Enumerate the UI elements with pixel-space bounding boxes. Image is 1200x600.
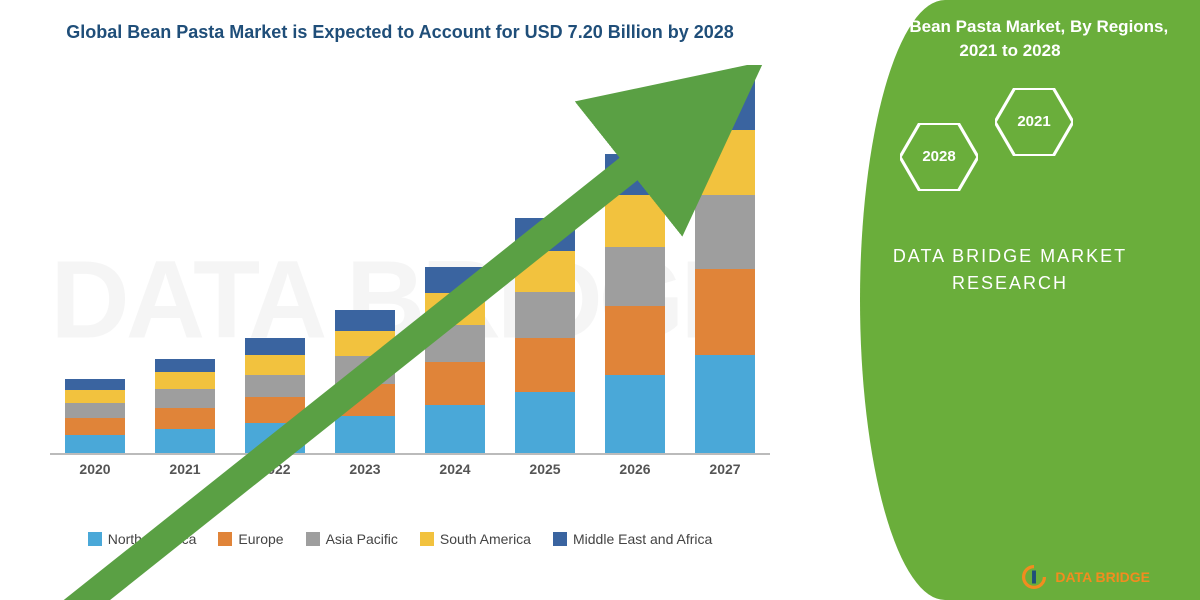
bar-segment [425,362,485,405]
bar-segment [245,397,305,423]
legend-label: Middle East and Africa [573,531,712,547]
bar-segment [605,306,665,375]
bar-segment [695,79,755,130]
bar-group: 2025 [515,218,575,453]
bar-segment [335,416,395,453]
bar-segment [245,375,305,397]
bar-segment [515,292,575,338]
bar-category-label: 2023 [335,461,395,477]
hex-2028-label: 2028 [922,148,955,165]
legend-item: South America [420,531,531,547]
bar-segment [695,195,755,269]
legend: North America Europe Asia Pacific South Ame… [20,531,780,547]
legend-swatch [553,532,567,546]
bar-segment [155,429,215,453]
bar-segment [65,403,125,418]
bar-segment [425,325,485,362]
bar-group: 2027 [695,79,755,453]
chart-title: Global Bean Pasta Market is Expected to … [20,20,780,45]
legend-label: South America [440,531,531,547]
legend-label: Asia Pacific [326,531,398,547]
bar-segment [335,384,395,417]
bar-segment [425,267,485,293]
footer-logo-line1: DATA BRIDGE [1055,569,1150,585]
hex-badge-2021: 2021 [995,88,1073,156]
bar-segment [155,389,215,408]
bar-segment [515,251,575,292]
right-panel-content: Global Bean Pasta Market, By Regions, 20… [800,0,1200,600]
legend-swatch [306,532,320,546]
bar-segment [695,130,755,195]
legend-label: North America [108,531,197,547]
bar-group: 2023 [335,310,395,453]
right-panel-title: Global Bean Pasta Market, By Regions, 20… [840,15,1180,63]
footer-logo: DATA BRIDGE [1021,564,1150,590]
bar-segment [515,338,575,392]
bar-group: 2020 [65,379,125,453]
bar-category-label: 2027 [695,461,755,477]
bar-category-label: 2024 [425,461,485,477]
hex-badge-group: 2028 2021 [840,83,1180,223]
bar-segment [245,338,305,355]
legend-swatch [88,532,102,546]
bar-segment [605,195,665,247]
infographic-root: DATA BRIDGE Global Bean Pasta Market is … [0,0,1200,600]
bar-group: 2024 [425,267,485,454]
bar-segment [335,331,395,356]
bar-category-label: 2025 [515,461,575,477]
bar-category-label: 2026 [605,461,665,477]
bar-segment [65,379,125,390]
bar-category-label: 2021 [155,461,215,477]
bar-segment [605,154,665,195]
bar-segment [695,355,755,453]
legend-item: Europe [218,531,283,547]
chart-area: 2020 2021 2022 2023 2024 2025 2026 2027 [20,55,780,485]
bar-category-label: 2022 [245,461,305,477]
bar-segment [515,392,575,453]
bar-group: 2022 [245,338,305,453]
legend-item: North America [88,531,197,547]
bars-container: 2020 2021 2022 2023 2024 2025 2026 2027 [50,65,770,455]
legend-item: Middle East and Africa [553,531,712,547]
bar-category-label: 2020 [65,461,125,477]
hex-badge-2028: 2028 [900,123,978,191]
bar-segment [155,372,215,389]
bar-segment [155,408,215,429]
footer-logo-text: DATA BRIDGE [1055,569,1150,585]
legend-swatch [218,532,232,546]
bar-segment [605,375,665,453]
legend-item: Asia Pacific [306,531,398,547]
footer-logo-icon [1021,564,1047,590]
brand-line2: RESEARCH [840,270,1180,297]
bar-segment [425,405,485,453]
bar-segment [335,310,395,330]
bar-segment [245,423,305,453]
legend-label: Europe [238,531,283,547]
bar-segment [65,390,125,403]
bar-segment [155,359,215,373]
brand-line1: DATA BRIDGE MARKET [840,243,1180,270]
bar-segment [425,293,485,326]
right-panel: Global Bean Pasta Market, By Regions, 20… [800,0,1200,600]
bar-segment [65,418,125,435]
bar-segment [695,269,755,354]
bar-segment [515,218,575,251]
bar-group: 2021 [155,359,215,454]
bar-segment [65,435,125,454]
bar-segment [335,356,395,384]
chart-panel: DATA BRIDGE Global Bean Pasta Market is … [0,0,800,600]
legend-swatch [420,532,434,546]
brand-text: DATA BRIDGE MARKET RESEARCH [840,243,1180,297]
bar-segment [605,247,665,306]
bar-group: 2026 [605,154,665,453]
bar-segment [245,355,305,375]
hex-2021-label: 2021 [1017,113,1050,130]
